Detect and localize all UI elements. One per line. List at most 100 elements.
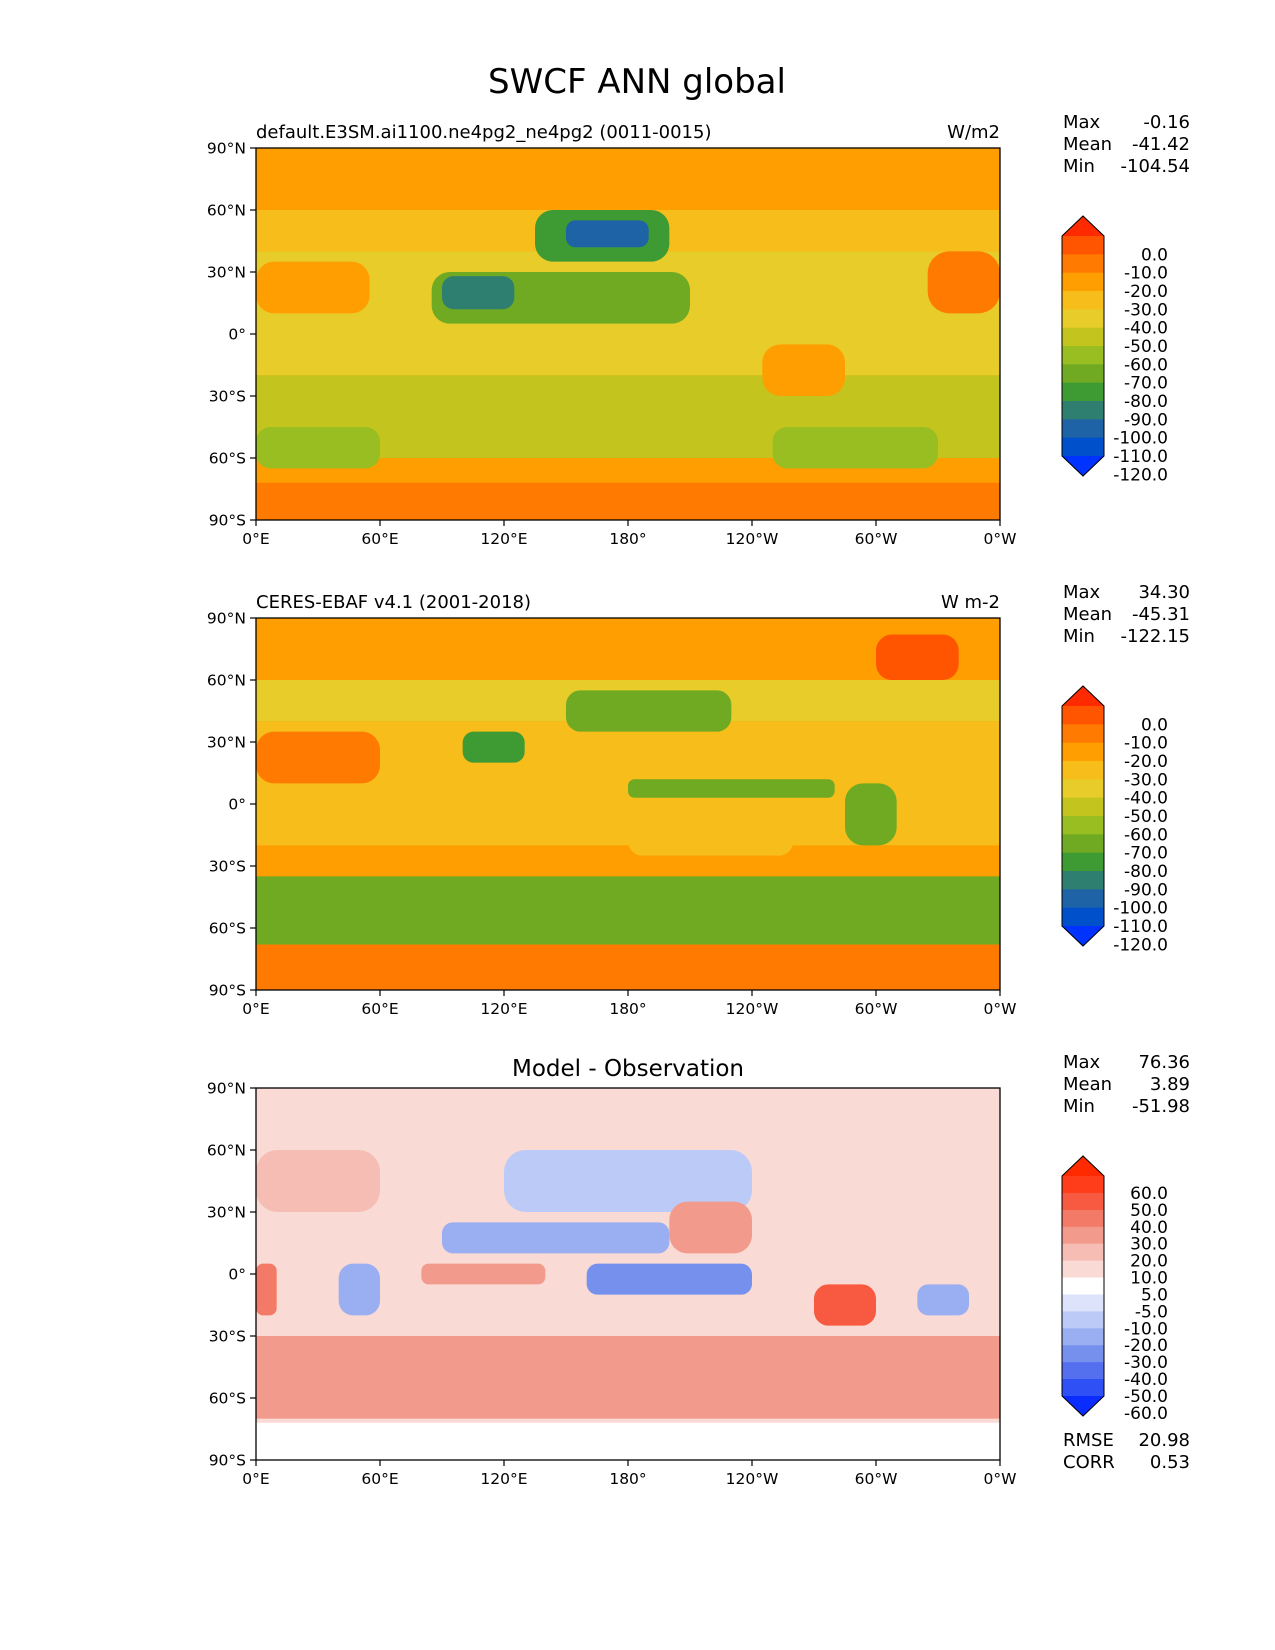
stat-label: Min [1063, 626, 1095, 647]
x-tick-label: 180° [609, 530, 646, 548]
colorbar-label: -20.0 [1124, 1336, 1168, 1356]
colorbar-label: -30.0 [1124, 1353, 1168, 1373]
stat-label: Mean [1063, 604, 1112, 625]
colorbar-segment [1062, 834, 1104, 854]
colorbar-label: 10.0 [1130, 1269, 1168, 1289]
x-tick-label: 60°W [855, 530, 898, 548]
colorbar-segment [1062, 1209, 1104, 1228]
colorbar-segment [1062, 254, 1104, 274]
stat-value: -104.54 [1121, 156, 1190, 177]
colorbar-segment [1062, 1260, 1104, 1279]
field-region [421, 1263, 546, 1285]
colorbar-extend-bottom [1062, 926, 1104, 946]
colorbar: 0.0-10.0-20.0-30.0-40.0-50.0-60.0-70.0-8… [1061, 215, 1168, 485]
colorbar-segment [1062, 236, 1104, 255]
stat-label: Min [1063, 156, 1095, 177]
y-tick-label: 90°S [209, 982, 246, 1000]
field-region [442, 276, 515, 310]
colorbar-segment [1062, 1345, 1104, 1363]
colorbar-label: -20.0 [1124, 752, 1168, 772]
x-tick-label: 0°E [242, 1470, 269, 1488]
colorbar-outline [1061, 215, 1105, 477]
x-tick-label: 60°W [855, 1470, 898, 1488]
y-tick-label: 30°S [209, 1328, 246, 1346]
colorbar-outline [1061, 1155, 1105, 1417]
extra-stat-value: 20.98 [1138, 1430, 1190, 1451]
colorbar-label: -60.0 [1124, 825, 1168, 845]
colorbar-outline [1061, 685, 1105, 947]
colorbar-segment [1062, 706, 1104, 725]
field-region [256, 1422, 1000, 1460]
colorbar-extend-top [1062, 686, 1104, 706]
colorbar-segment [1062, 871, 1104, 890]
y-tick-label: 60°N [207, 202, 246, 220]
field-region [917, 1284, 969, 1316]
colorbar-extend-bottom [1062, 1396, 1104, 1416]
x-tick-label: 0°W [984, 530, 1017, 548]
colorbar-segment [1062, 742, 1104, 762]
field-region [256, 482, 1000, 520]
extra-stat-label: CORR [1063, 1452, 1115, 1473]
colorbar: 60.050.040.030.020.010.05.0-5.0-10.0-20.… [1061, 1155, 1168, 1424]
panel-3: Model - Observation 0°E 60°E 120°E 180° 120°W… [207, 1052, 1190, 1488]
y-tick-label: 60°N [207, 672, 246, 690]
colorbar-segment [1062, 1294, 1104, 1312]
colorbar-segment [1062, 1192, 1104, 1211]
colorbar-label: -120.0 [1113, 465, 1168, 485]
y-tick-label: 0° [228, 1266, 246, 1284]
colorbar-segment [1062, 346, 1104, 365]
colorbar-segment [1062, 1379, 1104, 1397]
colorbar-label: -90.0 [1124, 880, 1168, 900]
y-tick-label: 30°N [207, 734, 246, 752]
colorbar-segment [1062, 779, 1104, 799]
x-tick-label: 60°E [361, 1470, 398, 1488]
colorbar-label: 60.0 [1130, 1184, 1168, 1204]
stat-value: 3.89 [1150, 1074, 1190, 1095]
panel-1: default.E3SM.ai1100.ne4pg2_ne4pg2 (0011-… [207, 112, 1190, 548]
x-tick-label: 120°E [480, 1000, 527, 1018]
colorbar-label: 40.0 [1130, 1218, 1168, 1238]
field-region [256, 1150, 380, 1212]
colorbar-segment [1062, 1176, 1104, 1194]
y-tick-label: 90°S [209, 512, 246, 530]
x-tick-label: 120°E [480, 1470, 527, 1488]
panel-title: Model - Observation [512, 1056, 744, 1082]
field-region [772, 427, 938, 469]
colorbar-label: -50.0 [1124, 807, 1168, 827]
colorbar-segment [1062, 889, 1104, 909]
field-region [504, 1150, 752, 1212]
colorbar-label: -5.0 [1135, 1302, 1168, 1322]
field-region [442, 1222, 670, 1254]
y-tick-label: 90°N [207, 140, 246, 158]
extra-stat-value: 0.53 [1150, 1452, 1190, 1473]
colorbar-label: -90.0 [1124, 410, 1168, 430]
colorbar-segment [1062, 291, 1104, 310]
colorbar-segment [1062, 797, 1104, 817]
colorbar-segment [1062, 401, 1104, 420]
y-tick-label: 90°N [207, 610, 246, 628]
colorbar-segment [1062, 272, 1104, 292]
stat-value: -0.16 [1143, 112, 1190, 133]
colorbar-label: -70.0 [1124, 844, 1168, 864]
stat-value: -41.42 [1132, 134, 1190, 155]
field-region [462, 731, 525, 763]
map-field [256, 148, 1000, 520]
field-region [256, 876, 1000, 945]
x-tick-label: 0°E [242, 530, 269, 548]
colorbar-label: -100.0 [1113, 899, 1168, 919]
colorbar-segment [1062, 907, 1104, 927]
colorbar-segment [1062, 364, 1104, 384]
y-tick-label: 30°N [207, 264, 246, 282]
x-tick-label: 180° [609, 1470, 646, 1488]
stat-label: Mean [1063, 134, 1112, 155]
colorbar-segment [1062, 327, 1104, 347]
colorbar-extend-bottom [1062, 456, 1104, 476]
y-tick-label: 30°S [209, 858, 246, 876]
colorbar-label: -30.0 [1124, 300, 1168, 320]
y-tick-label: 0° [228, 796, 246, 814]
colorbar-label: -60.0 [1124, 1404, 1168, 1424]
colorbar-label: -110.0 [1113, 917, 1168, 937]
field-region [628, 779, 835, 798]
field-region [256, 618, 1000, 680]
colorbar-segment [1062, 1311, 1104, 1329]
